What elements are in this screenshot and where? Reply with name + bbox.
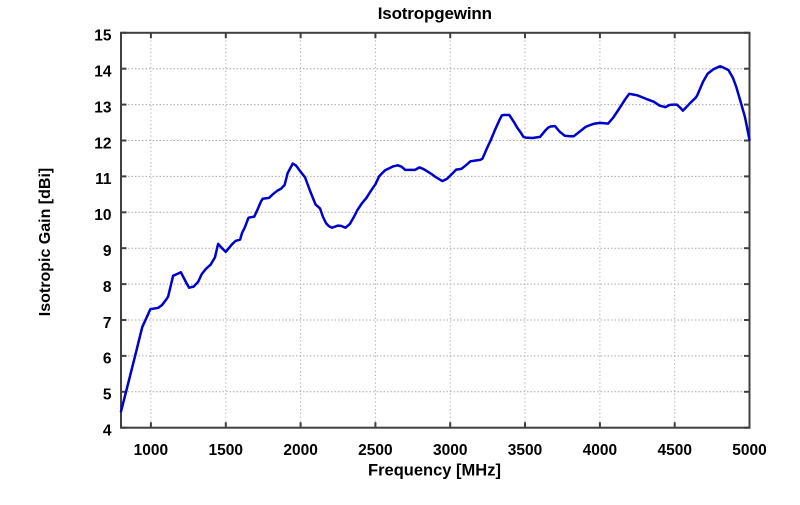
svg-text:6: 6	[103, 351, 112, 368]
svg-text:5: 5	[103, 387, 112, 404]
svg-text:15: 15	[94, 28, 112, 45]
svg-text:4000: 4000	[583, 442, 617, 459]
svg-text:12: 12	[94, 135, 111, 152]
svg-text:8: 8	[103, 279, 112, 296]
svg-text:13: 13	[94, 99, 112, 116]
svg-text:5000: 5000	[732, 442, 766, 459]
svg-text:Isotropic Gain [dBi]: Isotropic Gain [dBi]	[37, 168, 54, 316]
svg-text:2500: 2500	[358, 442, 392, 459]
svg-text:7: 7	[103, 315, 112, 332]
svg-text:Isotropgewinn: Isotropgewinn	[378, 4, 492, 23]
svg-text:1500: 1500	[209, 442, 243, 459]
svg-text:14: 14	[94, 64, 112, 81]
svg-text:Frequency [MHz]: Frequency [MHz]	[368, 461, 501, 479]
svg-text:2000: 2000	[283, 442, 317, 459]
svg-text:1000: 1000	[134, 442, 168, 459]
svg-text:4500: 4500	[657, 442, 691, 459]
svg-text:4: 4	[103, 423, 112, 440]
svg-text:3000: 3000	[433, 442, 467, 459]
svg-text:3500: 3500	[508, 442, 542, 459]
svg-text:10: 10	[94, 207, 111, 224]
svg-text:9: 9	[103, 243, 112, 260]
svg-text:11: 11	[95, 171, 112, 188]
